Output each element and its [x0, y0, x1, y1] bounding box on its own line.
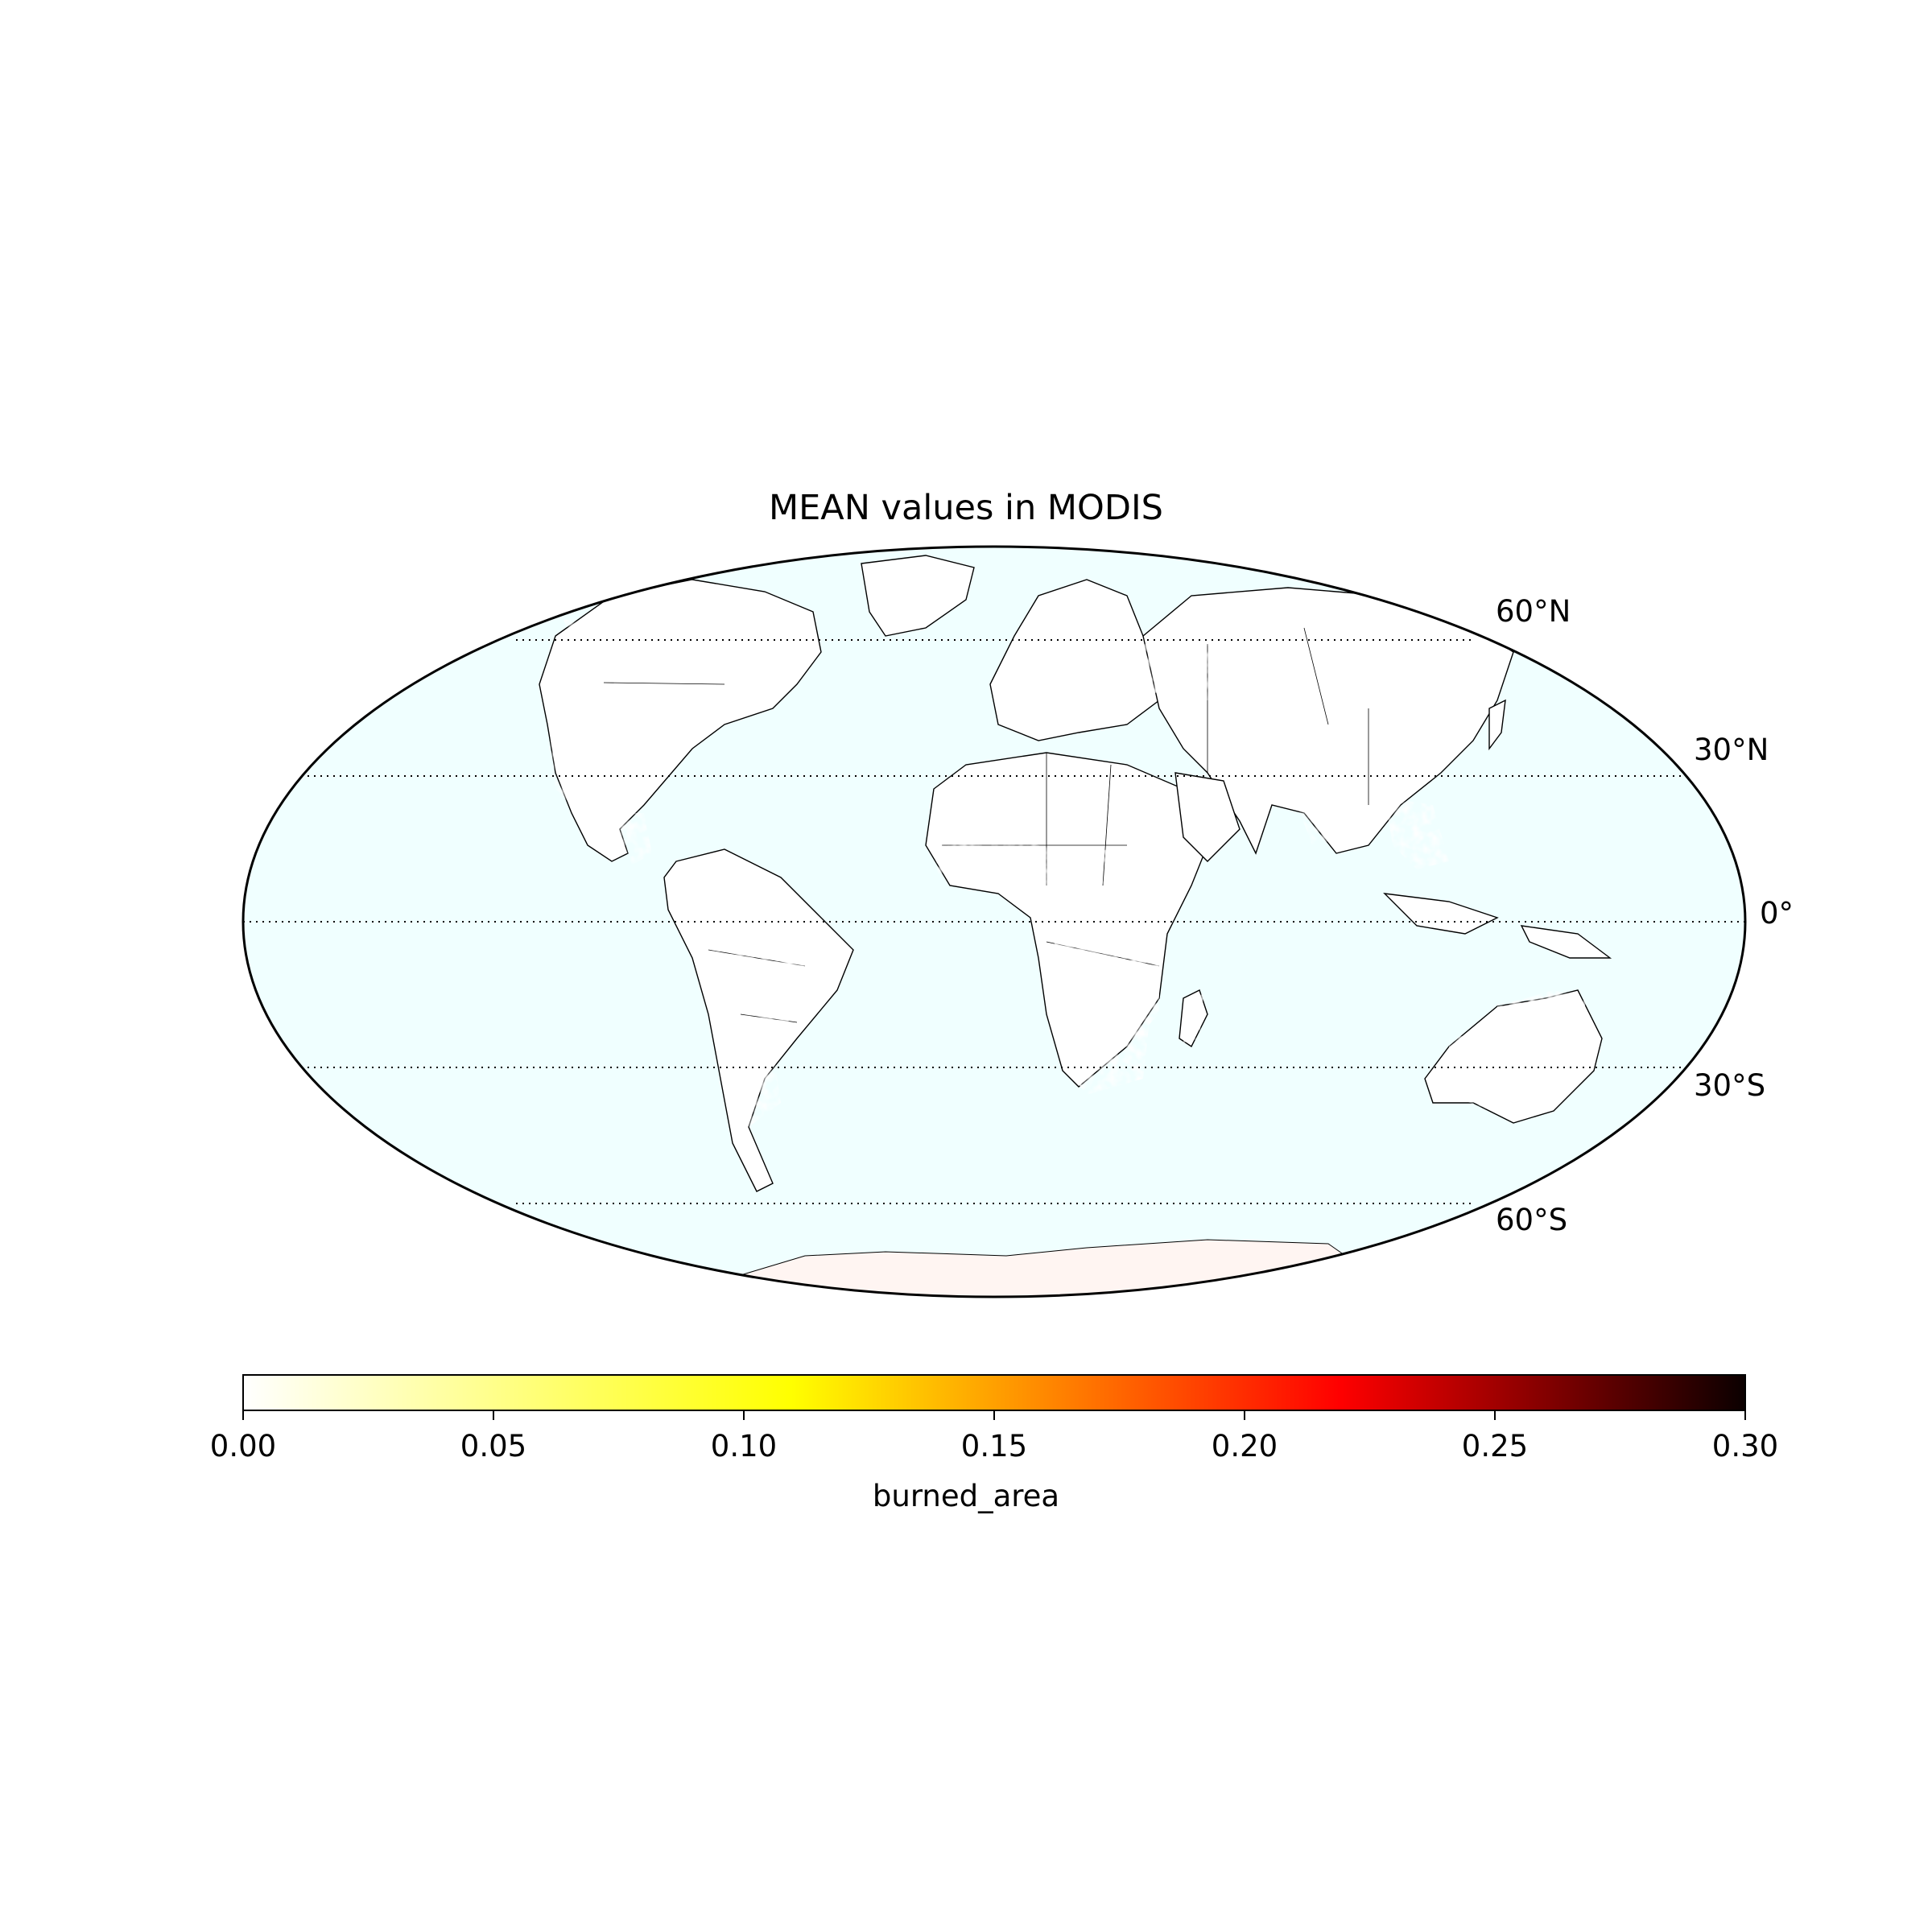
burn-sahel: [934, 837, 1159, 894]
japan: [1488, 699, 1506, 751]
burn-boreal-na: [564, 612, 700, 660]
colorbar-tick-label: 0.00: [209, 1429, 277, 1463]
chart-title: MEAN values in MODIS: [769, 488, 1163, 528]
colorbar-tick-label: 0.15: [960, 1429, 1028, 1463]
burn-se-asia: [1385, 797, 1449, 869]
arabia: [1174, 772, 1241, 862]
colorbar: [242, 1374, 1746, 1420]
burn-central-america: [612, 813, 652, 865]
burn-brazil-core: [765, 950, 817, 1006]
burn-madagascar: [1183, 994, 1203, 1042]
lat-label-60n: 60°N: [1496, 594, 1571, 629]
burn-llanos: [700, 869, 733, 910]
burn-argentina: [724, 1046, 781, 1127]
burn-india: [1288, 781, 1344, 845]
ocean: [243, 547, 1745, 1297]
burn-siberia: [1320, 640, 1457, 692]
burn-kazakhstan: [1143, 636, 1272, 700]
burn-north-australia: [1497, 990, 1586, 1038]
colorbar-tick-label: 0.05: [460, 1429, 527, 1463]
indonesia: [1383, 893, 1499, 935]
colorbar-label: burned_area: [872, 1479, 1060, 1513]
burn-southern-africa: [1055, 926, 1159, 1046]
burn-western-us: [547, 708, 628, 813]
colorbar-tick-label: 0.20: [1211, 1429, 1278, 1463]
colorbar-tick-label: 0.30: [1711, 1429, 1779, 1463]
burned-area-field: [547, 612, 1594, 1127]
lat-label-30n: 30°N: [1694, 733, 1769, 767]
colorbar-tick-marks: [242, 1410, 1746, 1420]
lat-label-0: 0°: [1760, 896, 1794, 931]
globe-outline: [242, 545, 1747, 1298]
colorbar-gradient: [242, 1374, 1746, 1411]
greenland: [861, 555, 975, 637]
lat-label-30s: 30°S: [1694, 1068, 1766, 1103]
lat-label-60s: 60°S: [1496, 1203, 1568, 1237]
colorbar-tick-label: 0.10: [710, 1429, 778, 1463]
colorbar-tick-label: 0.25: [1461, 1429, 1529, 1463]
lat-gridlines: [243, 639, 1745, 1204]
new-guinea: [1520, 925, 1612, 959]
